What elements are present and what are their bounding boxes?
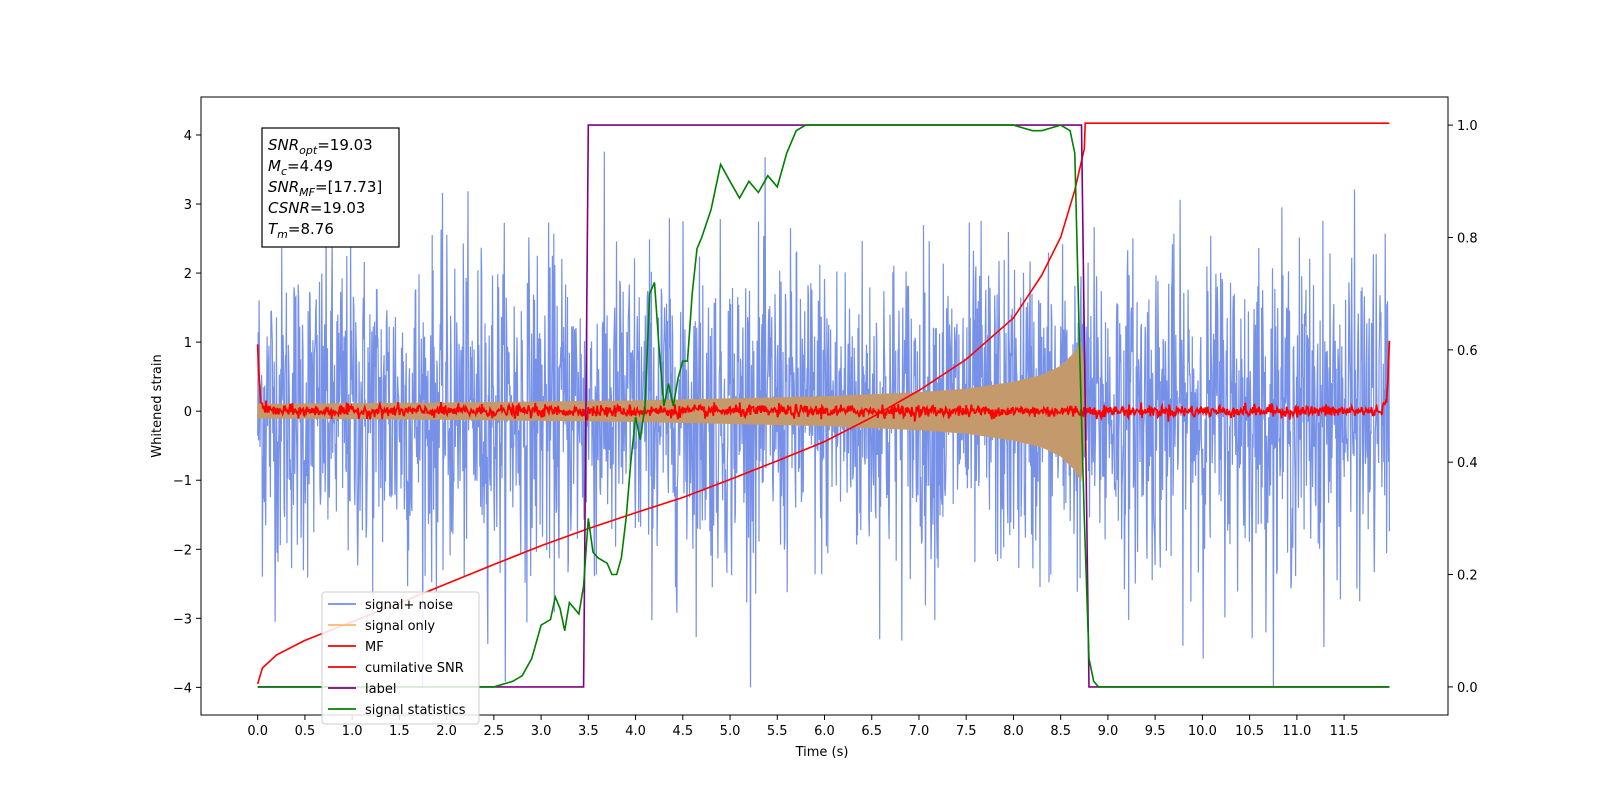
y-right-tick-label: 1.0 bbox=[1457, 119, 1478, 134]
x-axis: 0.0 0.5 1.0 1.5 2.0 2.5 3.0 3.5 4.0 4.5 5.0 5.5 6.0 6… bbox=[247, 715, 1359, 739]
x-tick-label: 8.0 bbox=[1003, 724, 1024, 739]
legend-label: signal only bbox=[365, 619, 435, 634]
x-tick-label: 1.5 bbox=[389, 724, 410, 739]
x-tick-label: 2.0 bbox=[436, 724, 457, 739]
legend: signal+ noise signal only MF cumilative SNR… bbox=[321, 591, 480, 725]
info-line: SNRopt=19.03 bbox=[268, 136, 373, 157]
x-tick-label: 10.5 bbox=[1235, 724, 1264, 739]
info-line: Tm=8.76 bbox=[268, 220, 334, 241]
info-line: CSNR=19.03 bbox=[268, 199, 365, 217]
x-tick-label: 10.0 bbox=[1188, 724, 1217, 739]
x-tick-label: 0.5 bbox=[295, 724, 316, 739]
y-axis-right: 1.0 0.8 0.6 0.4 0.2 0.0 bbox=[1448, 119, 1478, 696]
y-axis-label: Whitened strain bbox=[150, 354, 165, 457]
x-tick-label: 1.0 bbox=[342, 724, 363, 739]
x-tick-label: 8.5 bbox=[1050, 724, 1071, 739]
y-right-tick-label: 0.6 bbox=[1457, 344, 1478, 359]
legend-label: cumilative SNR bbox=[365, 661, 464, 676]
x-tick-label: 9.0 bbox=[1098, 724, 1119, 739]
y-left-tick-label: 1 bbox=[184, 336, 192, 351]
legend-label: signal+ noise bbox=[365, 598, 453, 613]
y-right-tick-label: 0.4 bbox=[1457, 456, 1478, 471]
x-tick-label: 11.0 bbox=[1282, 724, 1311, 739]
x-tick-label: 3.5 bbox=[578, 724, 599, 739]
y-left-tick-label: −4 bbox=[173, 681, 192, 696]
y-left-tick-label: 2 bbox=[184, 267, 192, 282]
x-tick-label: 0.0 bbox=[247, 724, 268, 739]
x-axis-label: Time (s) bbox=[795, 745, 849, 760]
legend-label: signal statistics bbox=[365, 703, 466, 718]
x-tick-label: 5.0 bbox=[720, 724, 741, 739]
plot-layer bbox=[256, 122, 1391, 688]
x-tick-label: 6.5 bbox=[861, 724, 882, 739]
y-left-tick-label: −3 bbox=[173, 612, 192, 627]
y-axis-left: 4 3 2 1 0 −1 −2 −3 −4 bbox=[173, 129, 201, 696]
x-tick-label: 7.5 bbox=[956, 724, 977, 739]
x-tick-label: 5.5 bbox=[767, 724, 788, 739]
x-tick-label: 11.5 bbox=[1330, 724, 1359, 739]
info-box-frame bbox=[261, 127, 400, 248]
legend-label: MF bbox=[365, 640, 384, 655]
y-right-tick-label: 0.2 bbox=[1457, 569, 1478, 584]
x-tick-label: 4.0 bbox=[625, 724, 646, 739]
x-tick-label: 6.0 bbox=[814, 724, 835, 739]
legend-label: label bbox=[365, 682, 396, 697]
y-left-tick-label: −2 bbox=[173, 543, 192, 558]
x-tick-label: 2.5 bbox=[484, 724, 505, 739]
legend-frame bbox=[321, 591, 480, 725]
info-line: SNRMF=[17.73] bbox=[268, 178, 382, 199]
x-tick-label: 3.0 bbox=[531, 724, 552, 739]
y-right-tick-label: 0.8 bbox=[1457, 231, 1478, 246]
x-tick-label: 4.5 bbox=[672, 724, 693, 739]
y-left-tick-label: 0 bbox=[184, 405, 192, 420]
y-left-tick-label: 4 bbox=[184, 129, 192, 144]
y-left-tick-label: 3 bbox=[184, 198, 192, 213]
series-signal-statistics bbox=[257, 124, 1390, 688]
info-line: Mc=4.49 bbox=[268, 157, 333, 178]
info-box: SNRopt=19.03Mc=4.49SNRMF=[17.73]CSNR=19.… bbox=[261, 127, 400, 248]
x-tick-label: 7.0 bbox=[909, 724, 930, 739]
y-left-tick-label: −1 bbox=[173, 474, 192, 489]
x-tick-label: 9.5 bbox=[1145, 724, 1166, 739]
series-mf bbox=[256, 340, 1391, 422]
y-right-tick-label: 0.0 bbox=[1457, 681, 1478, 696]
